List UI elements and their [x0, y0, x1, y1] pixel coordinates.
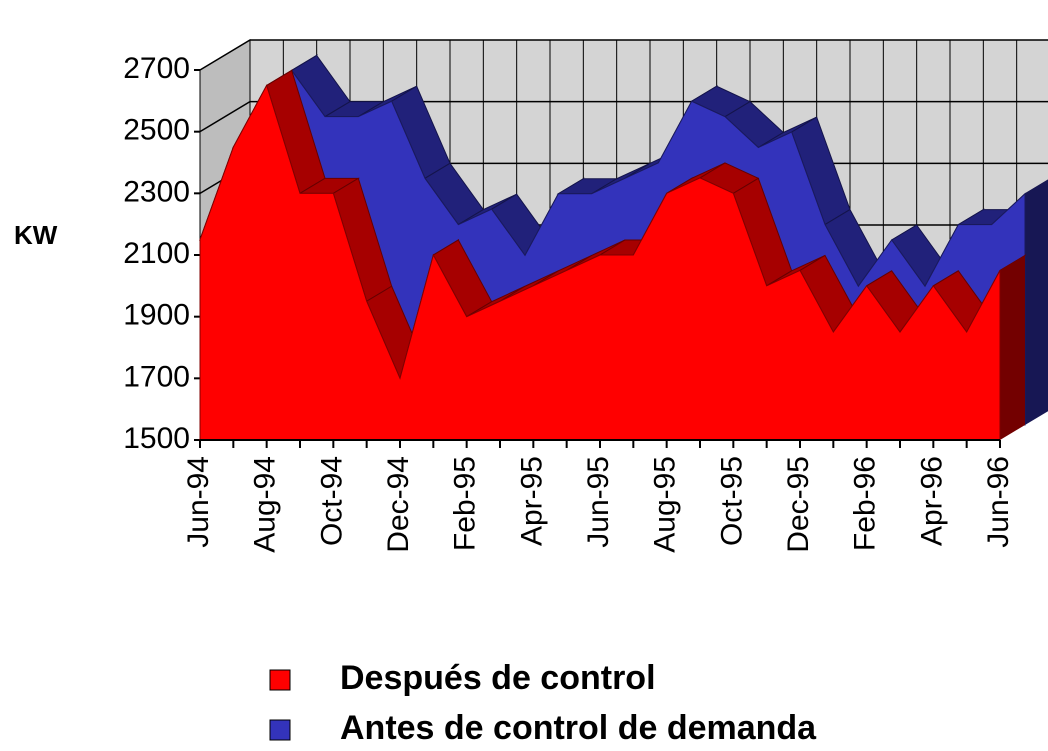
area-end — [1000, 255, 1025, 440]
x-tick-label: Apr-96 — [915, 456, 948, 546]
x-tick-label: Feb-96 — [849, 456, 882, 551]
legend-swatch — [269, 719, 291, 741]
y-tick-label: 2500 — [123, 114, 190, 147]
y-tick-label: 1900 — [123, 299, 190, 332]
y-axis-label: KW — [14, 220, 58, 250]
y-tick-label: 2100 — [123, 237, 190, 270]
legend-label: Antes de control de demanda — [340, 709, 817, 746]
y-tick-label: 2300 — [123, 175, 190, 208]
area — [199, 84, 1001, 441]
grid-line — [199, 100, 1048, 133]
x-tick-label: Oct-94 — [315, 456, 348, 546]
y-tick-label: 2700 — [123, 52, 190, 85]
x-tick-label: Feb-95 — [449, 456, 482, 551]
legend-swatch — [269, 669, 291, 691]
x-tick-label: Apr-95 — [515, 456, 548, 546]
x-tick-label: Aug-94 — [249, 456, 282, 553]
x-tick-label: Dec-95 — [782, 456, 815, 553]
y-tick-label: 1500 — [123, 422, 190, 455]
grid-line — [199, 39, 1048, 71]
y-tick-label: 1700 — [123, 360, 190, 393]
legend-label: Después de control — [340, 659, 656, 697]
area-end — [1025, 179, 1048, 425]
x-tick-label: Oct-95 — [715, 456, 748, 546]
x-tick-label: Jun-95 — [582, 456, 615, 548]
x-tick-label: Jun-96 — [982, 456, 1015, 548]
x-tick-label: Jun-94 — [182, 456, 215, 548]
x-tick-label: Aug-95 — [649, 456, 682, 553]
x-tick-label: Dec-94 — [382, 456, 415, 553]
